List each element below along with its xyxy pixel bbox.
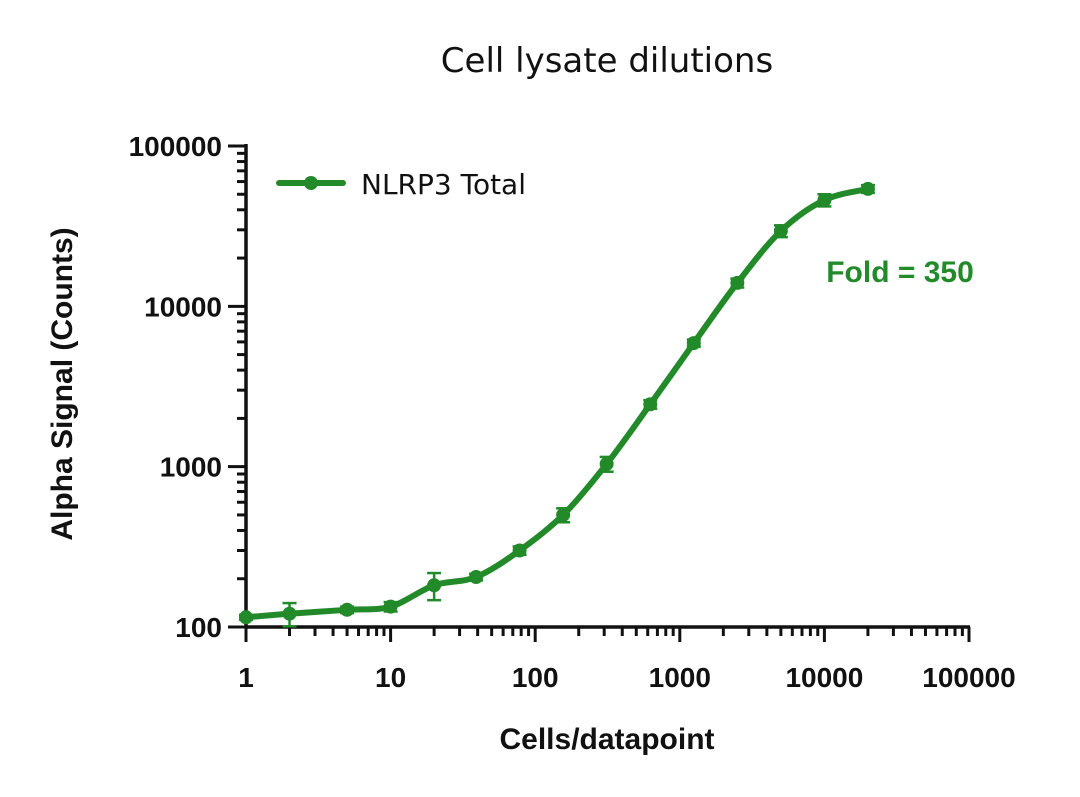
data-point bbox=[427, 578, 442, 593]
x-tick-label: 100000 bbox=[922, 662, 1015, 693]
fold-annotation: Fold = 350 bbox=[826, 256, 974, 289]
y-tick-label: 100 bbox=[175, 612, 222, 643]
data-point bbox=[340, 602, 355, 617]
data-point bbox=[730, 275, 745, 290]
x-axis-title: Cells/datapoint bbox=[499, 723, 714, 756]
x-tick-label: 10000 bbox=[785, 662, 863, 693]
y-tick-label: 10000 bbox=[144, 291, 222, 322]
y-tick-label: 100000 bbox=[129, 131, 222, 162]
data-point bbox=[383, 599, 398, 614]
data-point bbox=[643, 397, 658, 412]
legend: NLRP3 Total bbox=[276, 168, 526, 201]
chart-title: Cell lysate dilutions bbox=[441, 41, 773, 81]
data-point bbox=[860, 181, 875, 196]
data-point bbox=[282, 606, 297, 621]
data-point bbox=[773, 224, 788, 239]
data-point bbox=[556, 507, 571, 522]
data-point bbox=[817, 193, 832, 208]
legend-label: NLRP3 Total bbox=[361, 168, 526, 201]
fit-curve bbox=[243, 185, 871, 621]
plot-area: 1 10 100 1000 10000 100000 100 1000 10000 100000 bbox=[129, 131, 1016, 693]
data-point bbox=[512, 543, 527, 558]
data-point bbox=[469, 570, 484, 585]
data-point bbox=[239, 610, 253, 625]
x-tick-label: 100 bbox=[512, 662, 559, 693]
data-point bbox=[686, 336, 701, 351]
y-tick-label: 1000 bbox=[160, 452, 222, 483]
y-axis-title: Alpha Signal (Counts) bbox=[46, 227, 79, 540]
x-tick-label: 10 bbox=[375, 662, 406, 693]
x-tick-label: 1 bbox=[238, 662, 254, 693]
legend-marker bbox=[304, 176, 318, 190]
x-tick-label: 1000 bbox=[649, 662, 711, 693]
data-point bbox=[599, 456, 614, 471]
